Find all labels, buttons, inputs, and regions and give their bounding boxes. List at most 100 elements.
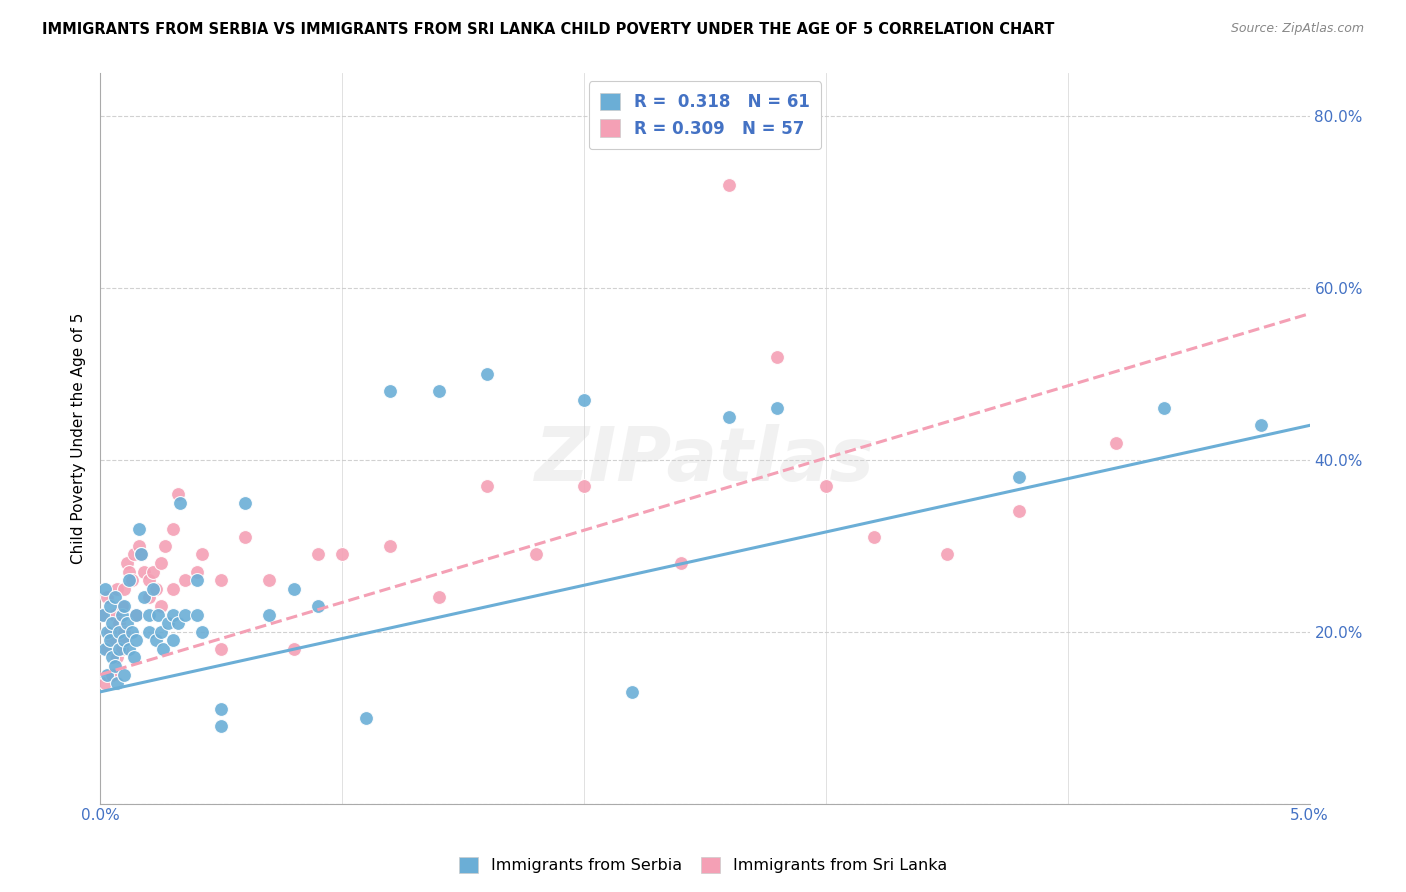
- Point: [94, 641, 117, 656]
- Point: [128, 539, 150, 553]
- Point: [105, 582, 128, 596]
- Point: [91, 607, 114, 622]
- Point: [112, 633, 135, 648]
- Point: [96, 667, 118, 681]
- Point: [380, 539, 402, 553]
- Point: [166, 616, 188, 631]
- Point: [98, 624, 121, 639]
- Point: [186, 565, 208, 579]
- Point: [814, 478, 837, 492]
- Point: [233, 496, 256, 510]
- Point: [190, 547, 212, 561]
- Point: [718, 178, 741, 192]
- Point: [108, 616, 131, 631]
- Point: [427, 591, 450, 605]
- Point: [111, 607, 134, 622]
- Point: [94, 676, 117, 690]
- Point: [354, 711, 377, 725]
- Point: [307, 547, 329, 561]
- Point: [1008, 504, 1031, 518]
- Point: [233, 530, 256, 544]
- Point: [94, 582, 117, 596]
- Point: [129, 547, 152, 561]
- Point: [98, 633, 121, 648]
- Point: [142, 565, 165, 579]
- Point: [128, 522, 150, 536]
- Text: ZIPatlas: ZIPatlas: [534, 424, 875, 497]
- Point: [475, 478, 498, 492]
- Point: [173, 607, 195, 622]
- Point: [108, 641, 131, 656]
- Point: [162, 607, 184, 622]
- Point: [1008, 470, 1031, 484]
- Point: [132, 565, 155, 579]
- Point: [129, 547, 152, 561]
- Point: [112, 633, 135, 648]
- Point: [621, 685, 644, 699]
- Point: [935, 547, 957, 561]
- Legend: Immigrants from Serbia, Immigrants from Sri Lanka: Immigrants from Serbia, Immigrants from …: [453, 850, 953, 880]
- Point: [209, 702, 232, 716]
- Point: [259, 607, 281, 622]
- Text: IMMIGRANTS FROM SERBIA VS IMMIGRANTS FROM SRI LANKA CHILD POVERTY UNDER THE AGE : IMMIGRANTS FROM SERBIA VS IMMIGRANTS FRO…: [42, 22, 1054, 37]
- Point: [142, 582, 165, 596]
- Point: [122, 650, 145, 665]
- Y-axis label: Child Poverty Under the Age of 5: Child Poverty Under the Age of 5: [72, 312, 86, 564]
- Point: [766, 350, 789, 364]
- Point: [1105, 435, 1128, 450]
- Point: [283, 641, 305, 656]
- Point: [380, 384, 402, 398]
- Point: [96, 591, 118, 605]
- Point: [112, 667, 135, 681]
- Point: [101, 616, 124, 631]
- Point: [162, 522, 184, 536]
- Point: [669, 556, 692, 570]
- Point: [173, 573, 195, 587]
- Point: [283, 582, 305, 596]
- Point: [105, 650, 128, 665]
- Point: [475, 367, 498, 381]
- Point: [98, 599, 121, 613]
- Point: [156, 616, 179, 631]
- Point: [186, 573, 208, 587]
- Point: [112, 599, 135, 613]
- Point: [96, 624, 118, 639]
- Point: [101, 633, 124, 648]
- Point: [112, 624, 135, 639]
- Point: [145, 633, 167, 648]
- Point: [112, 582, 135, 596]
- Point: [91, 607, 114, 622]
- Point: [101, 650, 124, 665]
- Point: [104, 607, 127, 622]
- Point: [104, 591, 127, 605]
- Point: [1250, 418, 1272, 433]
- Point: [121, 624, 143, 639]
- Point: [138, 591, 160, 605]
- Point: [162, 633, 184, 648]
- Point: [132, 591, 155, 605]
- Point: [145, 582, 167, 596]
- Point: [118, 641, 141, 656]
- Point: [118, 565, 141, 579]
- Point: [766, 401, 789, 416]
- Point: [572, 392, 595, 407]
- Point: [427, 384, 450, 398]
- Point: [115, 616, 138, 631]
- Point: [105, 676, 128, 690]
- Point: [149, 624, 172, 639]
- Point: [259, 573, 281, 587]
- Point: [162, 582, 184, 596]
- Point: [169, 496, 191, 510]
- Point: [149, 556, 172, 570]
- Point: [111, 641, 134, 656]
- Point: [138, 573, 160, 587]
- Point: [96, 641, 118, 656]
- Point: [209, 719, 232, 733]
- Point: [330, 547, 353, 561]
- Point: [149, 599, 172, 613]
- Point: [166, 487, 188, 501]
- Point: [111, 599, 134, 613]
- Point: [101, 667, 124, 681]
- Point: [118, 573, 141, 587]
- Point: [1153, 401, 1175, 416]
